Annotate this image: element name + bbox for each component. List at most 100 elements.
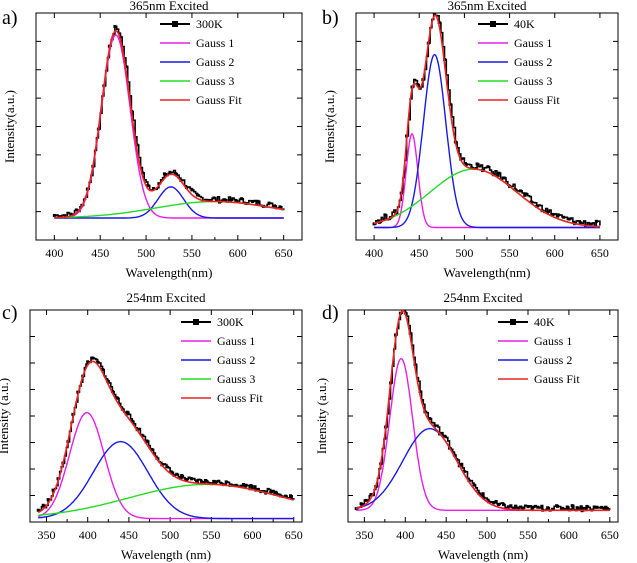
series-line-gauss-fit [373, 14, 600, 228]
data-marker [433, 424, 437, 428]
data-marker [274, 490, 278, 494]
data-marker [524, 192, 528, 196]
data-marker [113, 24, 117, 28]
data-marker [284, 494, 288, 498]
data-marker [244, 483, 248, 487]
legend-label: Gauss Fit [534, 372, 580, 386]
legend-label: Gauss 2 [534, 353, 572, 367]
chart-panel-2: 365nm Excited b) 400 450 500 550 600 650 Wavelen… [322, 0, 619, 280]
panel-label: a) [2, 7, 18, 29]
data-marker [115, 396, 119, 400]
series-line-gauss-1 [374, 132, 600, 229]
x-tick-label: 450 [91, 246, 109, 260]
x-tick-label: 550 [519, 528, 537, 542]
series-line-gauss-2 [374, 53, 600, 229]
data-marker [234, 199, 238, 203]
data-marker [595, 505, 599, 509]
data-marker [228, 198, 232, 202]
data-marker [249, 484, 253, 488]
x-tick-label: 350 [37, 528, 55, 542]
x-tick-label: 400 [79, 528, 97, 542]
plot-area [52, 24, 285, 219]
data-marker [482, 496, 486, 500]
chart-title: 254nm Excited [126, 290, 206, 305]
data-marker [51, 488, 55, 492]
legend-marker [490, 21, 496, 27]
data-marker [239, 484, 243, 488]
legend-label: 300K [217, 315, 244, 329]
plot-frame [355, 12, 619, 241]
data-marker [194, 480, 198, 484]
data-marker [605, 506, 609, 510]
data-line-300K [38, 356, 295, 512]
data-marker [199, 480, 203, 484]
legend-label: Gauss 1 [217, 334, 255, 348]
data-marker [223, 198, 227, 202]
plot-area [372, 13, 601, 229]
data-marker [536, 505, 540, 509]
data-marker [546, 210, 550, 214]
legend-marker [172, 21, 178, 27]
panel-label: c) [2, 302, 18, 324]
data-marker [150, 447, 154, 451]
x-axis-label: Wavelength (nm) [438, 547, 528, 562]
data-marker [578, 221, 582, 225]
legend-label: Gauss 2 [514, 55, 552, 69]
x-tick-label: 600 [560, 528, 578, 542]
series-line-gauss-fit [54, 29, 284, 219]
data-marker [234, 483, 238, 487]
data-marker [464, 162, 468, 166]
data-marker [69, 212, 73, 216]
legend-label: Gauss 1 [534, 334, 572, 348]
data-marker [415, 83, 419, 87]
data-marker [96, 360, 100, 364]
y-axis-label: Intensity(a.u.) [322, 90, 337, 163]
data-marker [497, 171, 501, 175]
plot-area [354, 310, 611, 513]
data-marker [146, 184, 150, 188]
data-marker [567, 217, 571, 221]
data-marker [472, 483, 476, 487]
x-tick-label: 650 [275, 246, 293, 260]
data-marker [502, 176, 506, 180]
legend-label: Gauss 3 [514, 74, 552, 88]
data-marker [36, 508, 40, 512]
data-marker [125, 410, 129, 414]
chart-title: 365nm Excited [447, 0, 527, 13]
legend-label: 300K [196, 17, 223, 31]
data-marker [267, 201, 271, 205]
x-tick-label: 650 [591, 246, 609, 260]
data-marker [589, 222, 593, 226]
data-marker [535, 204, 539, 208]
data-marker [278, 205, 282, 209]
legend-label: Gauss Fit [514, 93, 560, 107]
data-marker [272, 204, 276, 208]
legend-label: Gauss 2 [217, 353, 255, 367]
data-marker [190, 477, 194, 481]
panel-label: b) [322, 7, 339, 29]
series-line-gauss-fit [37, 360, 294, 514]
y-axis-label: Intensity(a.u.) [2, 90, 17, 163]
data-marker [546, 506, 550, 510]
legend: 40K Gauss 1 Gauss 2 Gauss 3 Gauss Fit [478, 17, 560, 107]
legend-label: Gauss 1 [514, 36, 552, 50]
x-tick-label: 550 [202, 528, 220, 542]
data-marker [516, 506, 520, 510]
legend: 300K Gauss 1 Gauss 2 Gauss 3 Gauss Fit [160, 17, 242, 107]
x-tick-label: 400 [396, 528, 414, 542]
chart-title: 365nm Excited [129, 0, 209, 13]
x-axis-label: Wavelength (nm) [121, 547, 211, 562]
legend-label: Gauss 2 [196, 55, 234, 69]
data-marker [556, 213, 560, 217]
data-marker [151, 186, 155, 190]
chart-panel-4: 254nm Excited d) 350 400 450 500 550 600 650 Wave… [314, 290, 619, 562]
data-marker [462, 469, 466, 473]
x-tick-label: 500 [161, 528, 179, 542]
data-marker [46, 498, 50, 502]
x-tick-label: 600 [244, 528, 262, 542]
plot-frame [347, 309, 619, 523]
data-marker [521, 506, 525, 510]
x-tick-label: 350 [355, 528, 373, 542]
x-tick-label: 550 [501, 246, 519, 260]
legend-marker [193, 319, 199, 325]
